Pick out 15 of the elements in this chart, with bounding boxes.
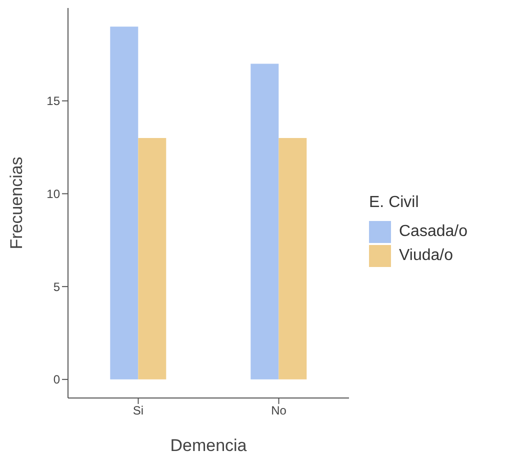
- y-tick-label: 15: [46, 94, 60, 108]
- y-tick-label: 5: [53, 280, 60, 294]
- y-axis-title: Frecuencias: [7, 156, 26, 250]
- x-axis-title: Demencia: [170, 436, 248, 455]
- bar: [250, 64, 279, 380]
- bar: [110, 26, 138, 380]
- x-tick-label: No: [271, 404, 287, 418]
- y-tick-label: 10: [46, 186, 60, 201]
- legend-label: Viuda/o: [398, 246, 454, 266]
- y-tick-label: 0: [53, 372, 60, 387]
- x-tick-label: Si: [132, 404, 144, 418]
- legend-title: E. Civil: [369, 194, 420, 212]
- legend-label: Casada/o: [398, 222, 468, 242]
- bar: [278, 138, 307, 380]
- bar: [138, 138, 166, 380]
